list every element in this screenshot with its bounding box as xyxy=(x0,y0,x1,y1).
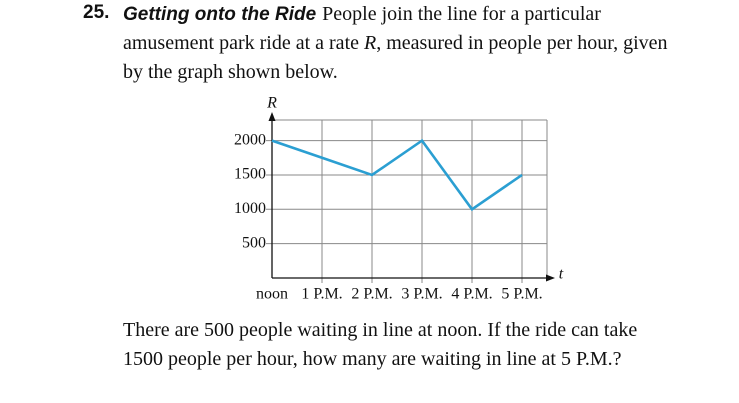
data-line xyxy=(271,138,523,212)
problem-statement: Getting onto the Ride People join the lin… xyxy=(123,0,683,87)
question: There are 500 people waiting in line at … xyxy=(123,319,638,370)
y-tick-label: 1000 xyxy=(234,200,266,217)
x-tick-label: 1 P.M. xyxy=(301,286,342,303)
x-axis-arrow xyxy=(546,274,555,282)
x-tick-label: 4 P.M. xyxy=(451,286,492,303)
y-axis-label: R xyxy=(266,95,277,112)
problem-title: Getting onto the Ride xyxy=(123,4,317,25)
y-tick-label: 500 xyxy=(242,234,266,251)
x-tick-label: 3 P.M. xyxy=(401,286,442,303)
y-tick-label: 2000 xyxy=(234,131,266,148)
y-tick-label: 1500 xyxy=(234,166,266,183)
variable: R xyxy=(364,32,377,54)
x-tick-label: 5 P.M. xyxy=(501,286,542,303)
x-tick-label: 2 P.M. xyxy=(351,286,392,303)
y-axis-arrow xyxy=(268,112,276,121)
text: , measured in people per hour, given by … xyxy=(123,32,668,83)
x-tick-label: noon xyxy=(256,286,288,303)
text: People join the line for a particular am… xyxy=(123,3,601,54)
problem-number: 25. xyxy=(83,2,110,23)
x-axis-label: t xyxy=(559,266,564,283)
